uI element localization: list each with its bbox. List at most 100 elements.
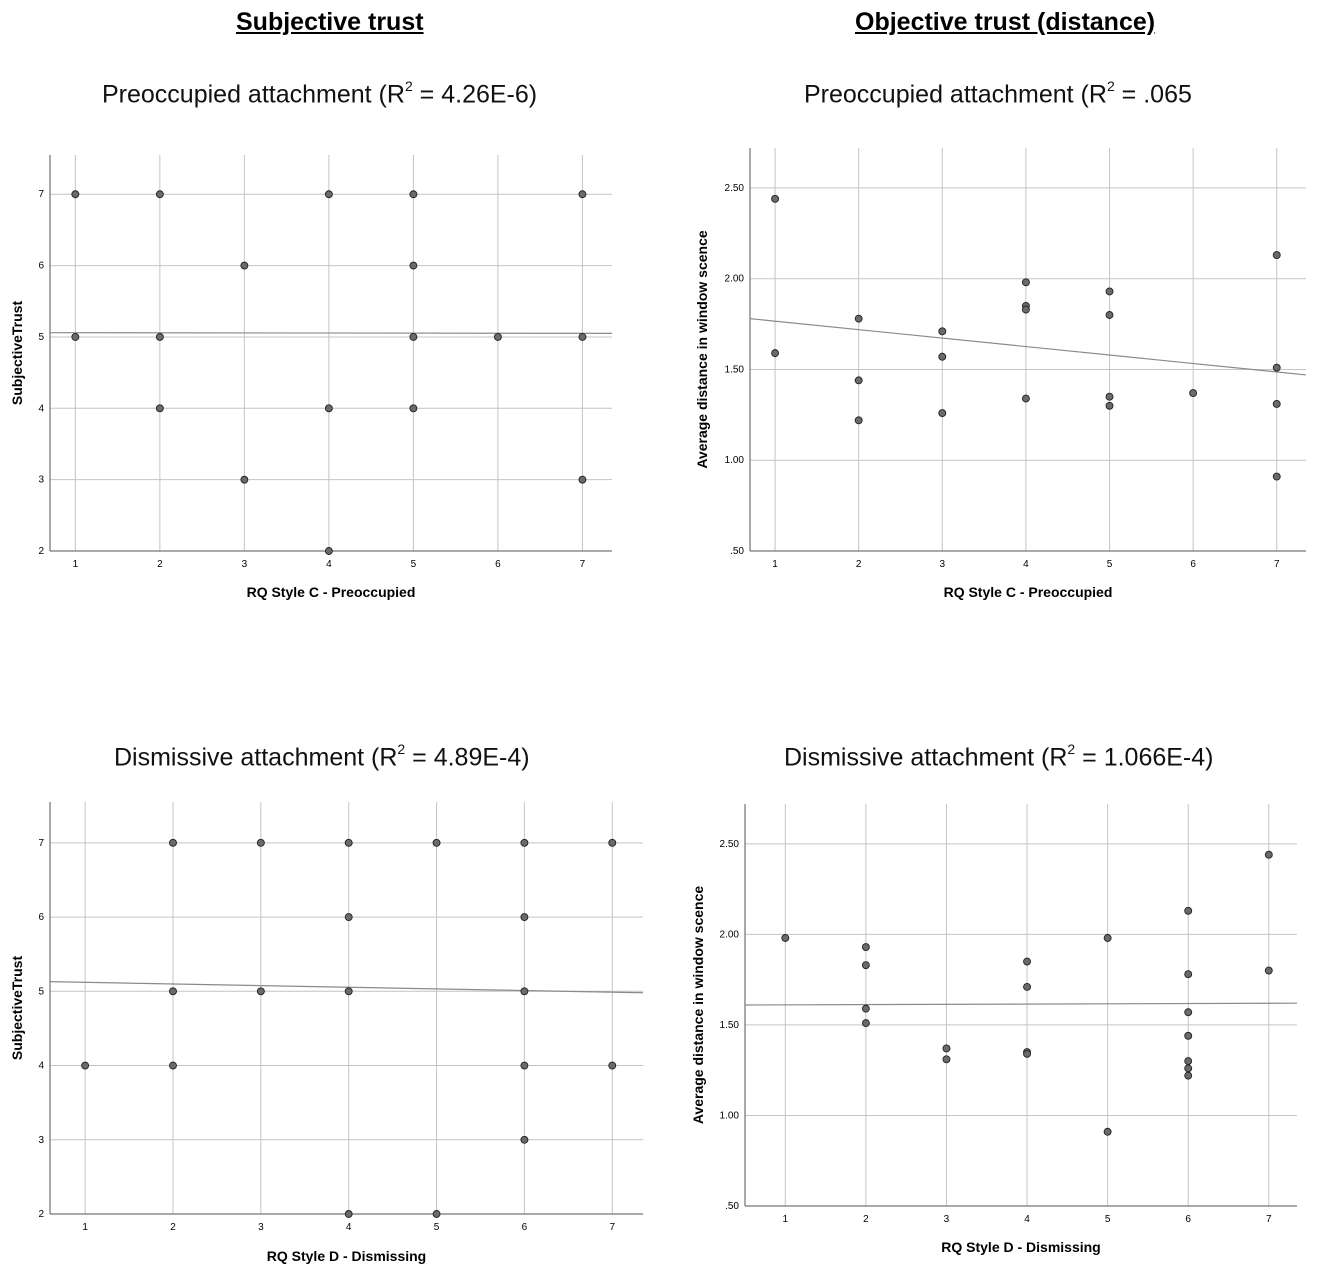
chart-1-point [71,332,80,341]
chart-1-point [71,190,80,199]
chart-4-point [1264,850,1273,859]
chart-3-x-axis-label: RQ Style D - Dismissing [267,1248,426,1264]
chart-4-y-axis-label: Average distance in window scence [690,886,706,1125]
chart-1-point [240,475,249,484]
chart-4-point [1184,970,1193,979]
chart-3-point [344,838,353,847]
chart-title-3: Dismissive attachment (R2 = 4.89E-4) [114,741,530,772]
chart-4-point [861,943,870,952]
chart-3-ytick-label: 2 [38,1209,44,1220]
chart-3-ytick-label: 4 [38,1061,44,1072]
chart-3-point [432,838,441,847]
chart-2-point [1021,278,1030,287]
chart-1-point [155,404,164,413]
chart-2-point [1021,394,1030,403]
chart-1-xtick-label: 3 [242,559,248,570]
chart-2-xtick-label: 6 [1190,559,1196,570]
chart-2-point [1272,400,1281,408]
chart-2-point [854,416,863,425]
chart-3-xtick-label: 2 [170,1222,176,1233]
chart-2-point [854,376,863,385]
chart-2-ytick-label: 2.00 [725,274,745,285]
chart-1-xtick-label: 4 [326,559,332,570]
chart-title-2-prefix: Preoccupied attachment (R [804,80,1107,109]
chart-3-point [608,838,617,847]
chart-1-point [155,190,164,199]
chart-title-4-suffix: = 1.066E-4) [1075,743,1214,772]
chart-title-2: Preoccupied attachment (R2 = .065 [804,78,1192,109]
chart-2-xtick-label: 3 [940,559,946,570]
chart-1-point [493,332,502,341]
chart-1-x-axis-label: RQ Style C - Preoccupied [247,584,416,600]
chart-2-point [1105,287,1114,296]
chart-title-4: Dismissive attachment (R2 = 1.066E-4) [784,741,1214,772]
chart-2-ytick-label: 2.50 [725,183,745,194]
chart-1-xtick-label: 2 [157,559,163,570]
chart-4-point [1103,1127,1112,1136]
chart-2-point [1272,472,1281,481]
chart-2-point [938,327,947,336]
chart-2-point [1105,401,1114,410]
chart-4-point [861,1019,870,1028]
chart-1-ytick-label: 6 [38,261,44,272]
chart-2-ytick-label: .50 [730,546,744,557]
chart-2-y-axis-label: Average distance in window scence [694,230,710,469]
chart-3-xtick-label: 1 [82,1222,88,1233]
chart-2-point [938,352,947,361]
chart-title-3-suffix: = 4.89E-4) [405,743,530,772]
heading-objective-trust: Objective trust (distance) [855,8,1156,36]
chart-4-point [781,934,790,942]
chart-title-1-sup: 2 [404,78,413,94]
chart-4-xtick-label: 1 [783,1214,789,1225]
chart-3-point [520,838,529,847]
chart-1-ytick-label: 4 [38,403,44,414]
chart-1-point [324,547,333,555]
chart-3-point [520,1061,529,1070]
chart-2-xtick-label: 5 [1107,559,1113,570]
chart-4-xtick-label: 4 [1024,1214,1030,1225]
chart-1-point [578,332,587,341]
chart-3-point [520,913,529,922]
chart-3-point [608,1061,617,1070]
chart-4-ytick-label: .50 [725,1201,739,1212]
chart-1-point [324,404,333,413]
chart-3-ytick-label: 7 [38,838,44,849]
chart-2-fit-line [749,318,1307,376]
chart-2-point [1272,363,1281,372]
chart-4-xtick-label: 3 [944,1214,950,1225]
chart-4-point [1184,1064,1193,1073]
chart-3-xtick-label: 4 [346,1222,352,1233]
chart-2-ytick-label: 1.50 [725,364,745,375]
chart-4-point [1184,1031,1193,1040]
chart-4-point [1103,934,1112,942]
chart-3-xtick-label: 7 [609,1222,615,1233]
chart-2-point [1021,305,1030,314]
chart-3-point [256,987,265,996]
chart-1-point [240,261,249,270]
chart-1-point [409,332,418,341]
chart-4-point [861,961,870,970]
chart-4-point [861,1004,870,1013]
chart-1-xtick-label: 7 [580,559,586,570]
chart-2-x-axis-label: RQ Style C - Preoccupied [944,584,1113,600]
chart-3-point [344,1210,353,1218]
chart-1-ytick-label: 2 [38,546,44,557]
chart-4-point [1264,966,1273,975]
chart-2-point [938,409,947,417]
chart-3-y-axis-label: SubjectiveTrust [9,956,25,1061]
chart-2-xtick-label: 7 [1274,559,1280,570]
chart-1-point [409,261,418,270]
chart-3-point [432,1210,441,1218]
chart-3-point [169,987,177,996]
chart-4-point [1184,906,1193,915]
chart-3-point [169,838,177,847]
chart-3-point [520,1135,529,1144]
chart-3-point [256,838,265,847]
chart-1-point [409,404,418,413]
chart-4-ytick-label: 1.50 [720,1020,740,1031]
chart-2-point [771,349,780,358]
chart-1-point [409,190,418,199]
chart-title-4-sup: 2 [1067,741,1076,757]
chart-2-point [1189,389,1198,398]
chart-3-xtick-label: 3 [258,1222,264,1233]
